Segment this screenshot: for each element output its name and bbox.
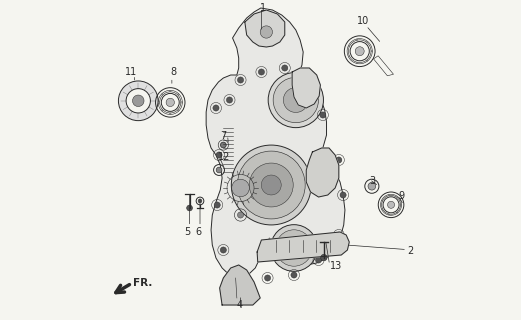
Circle shape bbox=[162, 110, 163, 111]
Circle shape bbox=[216, 167, 222, 173]
Circle shape bbox=[367, 41, 368, 43]
Text: 5: 5 bbox=[184, 227, 191, 237]
Circle shape bbox=[336, 232, 342, 238]
Circle shape bbox=[170, 113, 171, 114]
Circle shape bbox=[213, 105, 219, 111]
Text: 2: 2 bbox=[408, 246, 414, 256]
Circle shape bbox=[282, 65, 288, 71]
Circle shape bbox=[238, 212, 244, 218]
Polygon shape bbox=[220, 265, 260, 305]
Circle shape bbox=[320, 112, 326, 118]
Circle shape bbox=[178, 110, 179, 111]
Text: FR.: FR. bbox=[133, 278, 153, 288]
Circle shape bbox=[283, 88, 308, 112]
Circle shape bbox=[270, 225, 317, 271]
Text: 7: 7 bbox=[221, 131, 227, 141]
Circle shape bbox=[181, 102, 182, 103]
Text: 3: 3 bbox=[369, 176, 376, 186]
Text: 12: 12 bbox=[218, 152, 231, 162]
Circle shape bbox=[239, 272, 245, 278]
Circle shape bbox=[238, 77, 244, 83]
Circle shape bbox=[158, 102, 159, 103]
Circle shape bbox=[371, 51, 372, 52]
Circle shape bbox=[162, 94, 163, 95]
Polygon shape bbox=[292, 68, 320, 108]
Circle shape bbox=[368, 182, 376, 190]
Circle shape bbox=[265, 275, 270, 281]
Circle shape bbox=[231, 145, 311, 225]
Circle shape bbox=[276, 230, 312, 266]
Circle shape bbox=[401, 204, 402, 205]
Circle shape bbox=[249, 163, 293, 207]
Text: 9: 9 bbox=[398, 191, 404, 201]
Circle shape bbox=[306, 77, 313, 83]
Text: 8: 8 bbox=[170, 68, 177, 77]
Circle shape bbox=[349, 56, 350, 57]
Text: 1: 1 bbox=[260, 4, 266, 13]
Polygon shape bbox=[257, 232, 349, 262]
Text: 10: 10 bbox=[357, 16, 369, 26]
Circle shape bbox=[198, 199, 202, 203]
Polygon shape bbox=[306, 148, 339, 197]
Circle shape bbox=[356, 39, 357, 40]
Text: 4: 4 bbox=[237, 300, 243, 310]
Circle shape bbox=[261, 175, 281, 195]
Circle shape bbox=[336, 157, 342, 163]
Circle shape bbox=[381, 200, 382, 201]
Text: 13: 13 bbox=[330, 261, 342, 271]
Circle shape bbox=[126, 89, 151, 113]
Polygon shape bbox=[245, 10, 285, 47]
Circle shape bbox=[388, 201, 394, 208]
Circle shape bbox=[367, 60, 368, 61]
Text: 11: 11 bbox=[125, 68, 137, 77]
Circle shape bbox=[349, 45, 350, 47]
Circle shape bbox=[214, 202, 220, 208]
Circle shape bbox=[227, 97, 232, 103]
Circle shape bbox=[316, 257, 321, 263]
Circle shape bbox=[388, 214, 389, 215]
Circle shape bbox=[273, 77, 318, 123]
Circle shape bbox=[220, 142, 226, 148]
Circle shape bbox=[397, 212, 398, 213]
Circle shape bbox=[216, 152, 222, 158]
Circle shape bbox=[232, 179, 250, 197]
Circle shape bbox=[356, 62, 357, 63]
Circle shape bbox=[118, 81, 158, 121]
Circle shape bbox=[166, 98, 175, 107]
Circle shape bbox=[260, 26, 272, 38]
Circle shape bbox=[355, 47, 364, 56]
Polygon shape bbox=[206, 8, 345, 278]
Circle shape bbox=[187, 205, 192, 211]
Circle shape bbox=[388, 195, 389, 196]
Circle shape bbox=[340, 192, 346, 198]
Circle shape bbox=[178, 94, 179, 95]
Circle shape bbox=[220, 247, 227, 253]
Circle shape bbox=[132, 95, 144, 107]
Circle shape bbox=[237, 151, 305, 219]
Circle shape bbox=[381, 209, 382, 210]
Text: 6: 6 bbox=[195, 227, 201, 237]
Circle shape bbox=[258, 69, 265, 75]
Circle shape bbox=[170, 91, 171, 92]
Circle shape bbox=[291, 272, 297, 278]
Circle shape bbox=[268, 72, 324, 128]
Circle shape bbox=[397, 196, 398, 197]
Circle shape bbox=[320, 254, 327, 261]
